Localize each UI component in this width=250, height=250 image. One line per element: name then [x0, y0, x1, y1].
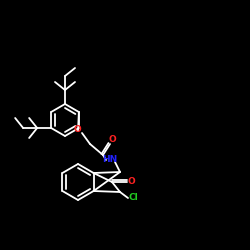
- Text: Cl: Cl: [128, 194, 138, 202]
- Text: O: O: [108, 136, 116, 144]
- Text: O: O: [127, 178, 135, 186]
- Text: O: O: [73, 126, 81, 134]
- Text: HN: HN: [102, 156, 118, 164]
